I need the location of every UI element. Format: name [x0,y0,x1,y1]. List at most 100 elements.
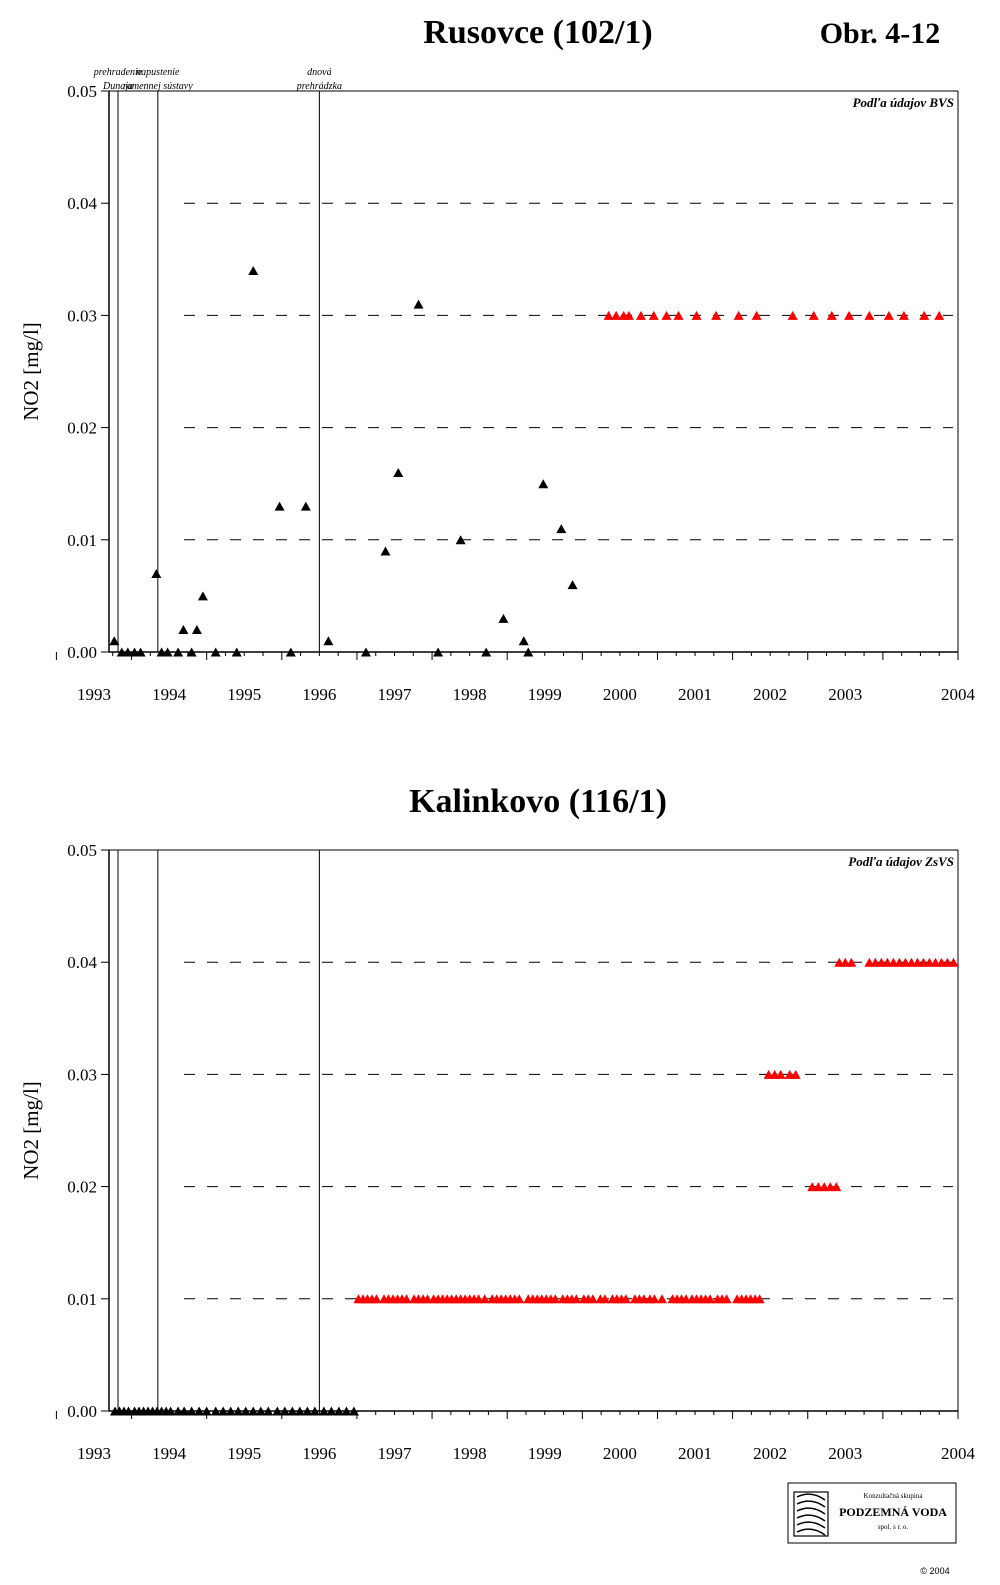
data-point [186,647,197,657]
data-point [309,1406,320,1416]
y-tick-label: 0.04 [67,953,97,972]
data-point [883,310,894,320]
source-note: Podľa údajov BVS [853,95,954,110]
y-tick-label: 0.03 [67,306,97,325]
data-point [599,1294,610,1304]
x-tick-label: 1994 [152,1444,187,1463]
data-point [721,1294,732,1304]
data-point [808,310,819,320]
data-point [287,1406,298,1416]
data-point [754,1294,765,1304]
y-tick-label: 0.00 [67,643,97,662]
logo-copyright: © 2004 [920,1566,949,1576]
data-point [620,1294,631,1304]
y-tick-label: 0.05 [67,82,97,101]
data-point [831,1182,842,1192]
figure-label: Obr. 4-12 [820,17,941,50]
data-point [705,1294,716,1304]
logo-line1: Konzultačná skupina [864,1492,924,1500]
data-point [919,310,930,320]
data-point [263,1406,274,1416]
data-point [272,1406,283,1416]
data-point [380,546,391,556]
data-point [550,1294,561,1304]
source-note: Podľa údajov ZsVS [848,854,954,869]
y-axis-label: NO2 [mg/l] [19,322,43,421]
data-point [109,636,120,646]
data-point [691,310,702,320]
data-point [186,1406,197,1416]
data-point [649,1294,660,1304]
data-point [302,1406,313,1416]
data-point [326,1406,337,1416]
x-tick-label: 2002 [753,685,787,704]
y-tick-label: 0.03 [67,1065,97,1084]
x-tick-label: 1998 [453,1444,487,1463]
x-tick-label: 2000 [603,685,637,704]
data-point [433,647,444,657]
data-point [567,580,578,590]
x-tick-label: 2004 [941,685,976,704]
data-point [413,299,424,309]
y-tick-label: 0.01 [67,531,97,550]
data-point [151,568,162,578]
data-point [348,1406,359,1416]
data-point [733,310,744,320]
event-label: Dunaja [102,81,133,92]
data-point [787,310,798,320]
data-point [191,625,202,635]
y-tick-label: 0.01 [67,1290,97,1309]
data-point [285,647,296,657]
data-point [233,1406,244,1416]
x-tick-label: 2003 [828,685,862,704]
data-point [323,636,334,646]
x-tick-label: 2001 [678,685,712,704]
data-point [611,310,622,320]
data-point [210,1406,221,1416]
x-tick-label: 1996 [302,685,336,704]
data-point [898,310,909,320]
y-tick-label: 0.02 [67,1178,97,1197]
data-point [401,1294,412,1304]
x-tick-label: 2001 [678,1444,712,1463]
y-tick-label: 0.04 [67,194,97,213]
data-point [225,1406,236,1416]
x-tick-label: 1995 [227,1444,261,1463]
data-point [165,1406,176,1416]
data-point [274,501,285,511]
data-point [648,310,659,320]
data-point [248,266,259,276]
x-tick-label: 2000 [603,1444,637,1463]
data-point [846,957,857,967]
y-tick-label: 0.05 [67,841,97,860]
event-label: prehrádzka [296,81,342,92]
data-point [231,647,242,657]
data-point [341,1406,352,1416]
data-point [498,613,509,623]
data-point [661,310,672,320]
data-point [333,1406,344,1416]
data-point [360,647,371,657]
data-point [587,1294,598,1304]
data-point [178,625,189,635]
data-point [279,1406,290,1416]
data-point [751,310,762,320]
data-point [556,524,567,534]
data-point [455,535,466,545]
plot-kalinkovo: 0.00 0.01 0.02 0.03 0.04 0.05 1993 1994 1995 1996… [19,841,976,1463]
data-point [240,1406,251,1416]
x-tick-label: 2003 [828,1444,862,1463]
data-point [135,647,146,657]
data-point [844,310,855,320]
data-point [255,1406,266,1416]
data-point [518,636,529,646]
data-point [571,1294,582,1304]
data-point [248,1406,259,1416]
y-tick-label: 0.02 [67,419,97,438]
data-point [523,647,534,657]
x-tick-label: 2004 [941,1444,976,1463]
data-point [790,1069,801,1079]
y-axis-label: NO2 [mg/l] [19,1081,43,1180]
data-point [775,1069,786,1079]
x-tick-label: 1999 [528,685,562,704]
